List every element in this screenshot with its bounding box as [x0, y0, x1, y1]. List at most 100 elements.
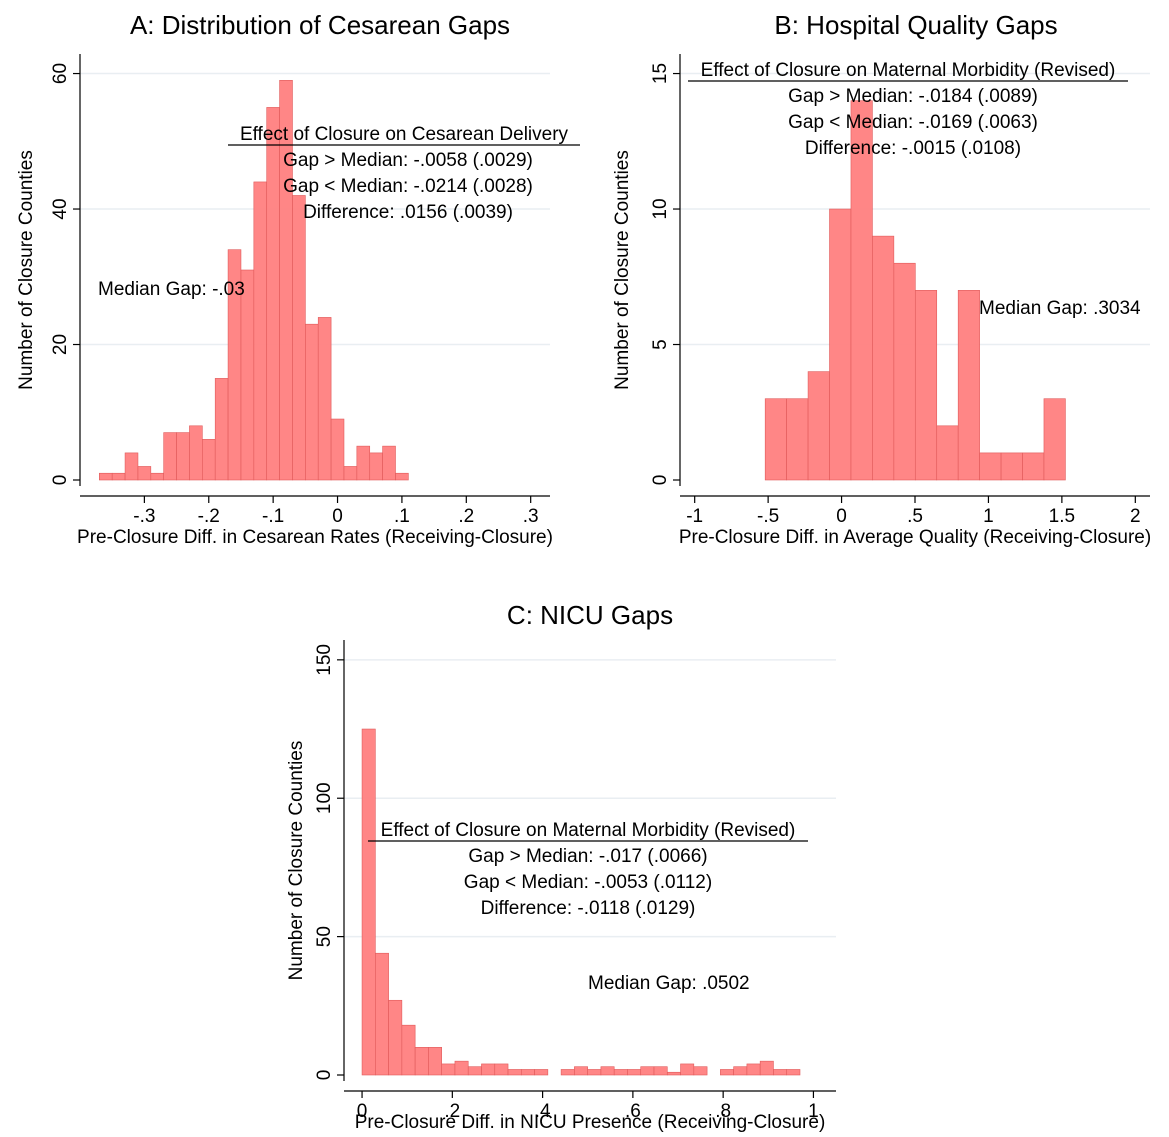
- histogram-bar: [720, 1069, 734, 1076]
- histogram-bar: [872, 235, 895, 481]
- y-tick-label: 40: [50, 198, 71, 219]
- histogram-bar: [305, 323, 319, 481]
- y-tick-label: 5: [650, 339, 671, 350]
- x-tick-label: 0: [836, 506, 847, 527]
- histogram-bar: [375, 952, 389, 1076]
- x-tick-label: -1: [686, 506, 703, 527]
- histogram-bar: [693, 1066, 708, 1076]
- panel-a: 0 20 40 60 -.3 -.2 -.1 0 .1 .2 .3 A: Distribution o…: [16, 10, 580, 548]
- x-tick-label: 2: [1130, 506, 1141, 527]
- histogram-bar: [317, 317, 332, 481]
- median-gap-label: Median Gap: .3034: [979, 298, 1141, 319]
- annotation-heading: Effect of Closure on Maternal Morbidity …: [381, 820, 796, 841]
- x-tick-label: 0: [357, 1101, 368, 1122]
- histogram-bar: [627, 1069, 642, 1076]
- annotation-line: Gap > Median: -.0058 (.0029): [283, 150, 533, 171]
- histogram-bar: [137, 466, 152, 481]
- histogram-bar: [521, 1069, 535, 1076]
- histogram-bar: [680, 1063, 695, 1076]
- histogram-bar: [369, 452, 383, 481]
- x-tick-label: -.3: [133, 506, 155, 527]
- histogram-bar: [163, 432, 177, 481]
- histogram-bar: [786, 1069, 801, 1076]
- y-tick-label: 60: [50, 63, 71, 84]
- histogram-bar: [829, 208, 852, 481]
- chart-title: A: Distribution of Cesarean Gaps: [130, 10, 510, 40]
- histogram-bar: [214, 378, 229, 481]
- annotation-line: Gap > Median: -.0184 (.0089): [788, 86, 1038, 107]
- x-axis-label: Pre-Closure Diff. in Cesarean Rates (Rec…: [77, 527, 553, 548]
- median-gap-label: Median Gap: .0502: [588, 973, 750, 994]
- annotation-line: Gap > Median: -.017 (.0066): [468, 846, 707, 867]
- histogram-bar: [356, 445, 371, 481]
- annotation-line: Gap < Median: -.0214 (.0028): [283, 176, 533, 197]
- x-axis-label: Pre-Closure Diff. in NICU Presence (Rece…: [355, 1112, 826, 1133]
- annotation-line: Difference: -.0015 (.0108): [805, 138, 1021, 159]
- x-tick-label: .2: [458, 506, 474, 527]
- y-axis-label: Number of Closure Counties: [612, 150, 633, 390]
- chart-title: B: Hospital Quality Gaps: [774, 10, 1057, 40]
- histogram-bar: [382, 445, 396, 481]
- annotation-line: Difference: .0156 (.0039): [303, 202, 513, 223]
- histogram-bar: [560, 1069, 575, 1076]
- histogram-bar: [202, 439, 216, 481]
- y-tick-label: 50: [314, 926, 335, 947]
- x-tick-label: .3: [523, 506, 539, 527]
- histogram-bar: [746, 1063, 761, 1076]
- x-tick-label: 1: [808, 1101, 819, 1122]
- histogram-bar: [773, 1069, 788, 1076]
- histogram-bar: [428, 1047, 442, 1076]
- annotation-line: Gap < Median: -.0053 (.0112): [464, 872, 712, 893]
- panel-b: 0 5 10 15 -1 -.5 0 .5 1 1.5 2 B: Hospital Quality G…: [612, 10, 1151, 548]
- histogram-bar: [99, 472, 113, 481]
- y-tick-label: 20: [50, 334, 71, 355]
- histogram-bar: [733, 1066, 748, 1076]
- x-tick-label: 0: [332, 506, 343, 527]
- histogram-bar: [786, 398, 809, 481]
- y-axis-label: Number of Closure Counties: [286, 741, 307, 981]
- histogram-bar: [957, 290, 980, 481]
- histogram-bar: [613, 1069, 628, 1076]
- histogram-bar: [330, 418, 345, 481]
- x-tick-label: -.2: [198, 506, 220, 527]
- y-tick-label: 100: [314, 782, 335, 814]
- histogram-bar: [111, 472, 126, 481]
- y-tick-label: 0: [50, 475, 71, 486]
- histogram-bar: [467, 1066, 482, 1076]
- x-tick-label: .5: [907, 506, 923, 527]
- histogram-bar: [640, 1066, 655, 1076]
- histogram-bar: [343, 466, 358, 481]
- histogram-bar: [388, 999, 403, 1076]
- histogram-bar: [454, 1060, 469, 1076]
- annotation-heading: Effect of Closure on Maternal Morbidity …: [701, 60, 1116, 81]
- x-tick-label: .2: [444, 1101, 460, 1122]
- histogram-bar: [600, 1066, 615, 1076]
- annotation-line: Difference: -.0118 (.0129): [481, 898, 696, 919]
- x-tick-label: .4: [535, 1101, 551, 1122]
- histogram-bar: [574, 1066, 588, 1076]
- histogram-bar: [150, 472, 164, 481]
- histogram-bar: [764, 398, 787, 481]
- histogram-bar: [914, 290, 938, 481]
- y-tick-label: 0: [314, 1070, 335, 1081]
- histogram-bar: [253, 181, 268, 481]
- histogram-bar: [441, 1063, 456, 1076]
- histogram-bar: [176, 432, 190, 481]
- x-tick-label: -.1: [262, 506, 284, 527]
- histogram-bar: [361, 728, 376, 1076]
- histogram-bar: [481, 1063, 496, 1076]
- y-tick-label: 150: [314, 644, 335, 676]
- histogram-bar: [534, 1069, 549, 1076]
- annotation-heading: Effect of Closure on Cesarean Delivery: [240, 124, 569, 145]
- y-axis-label: Number of Closure Counties: [16, 150, 37, 390]
- histogram-bar: [507, 1069, 522, 1076]
- y-tick-label: 15: [650, 63, 671, 84]
- histogram-bar: [893, 262, 916, 481]
- x-tick-label: 1: [983, 506, 994, 527]
- histogram-bar: [936, 425, 959, 481]
- y-tick-label: 0: [650, 475, 671, 486]
- histogram-bar: [240, 269, 255, 481]
- histogram-bar: [1022, 452, 1045, 481]
- histogram-bar: [807, 371, 830, 481]
- histogram-bar: [666, 1071, 681, 1076]
